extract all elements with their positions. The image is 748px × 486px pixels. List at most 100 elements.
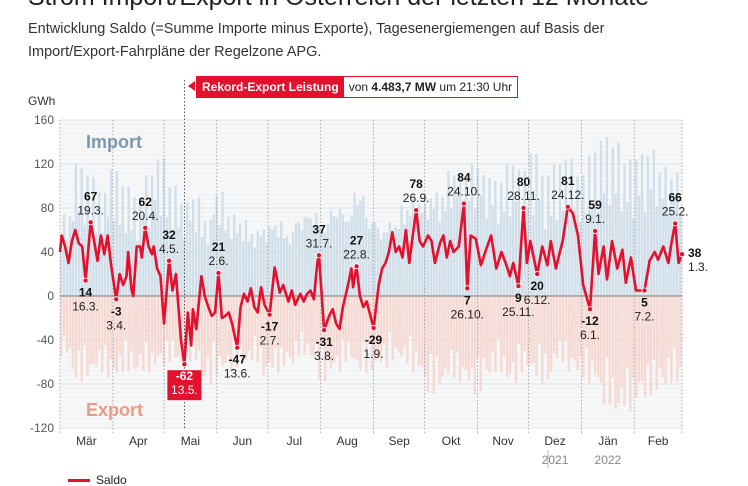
- export-bar: [511, 296, 515, 363]
- export-bar: [68, 296, 72, 350]
- export-bar: [297, 296, 300, 357]
- export-bar: [514, 296, 518, 384]
- export-bar: [567, 296, 570, 372]
- annotation-point: [592, 228, 599, 235]
- annotation-date: 26.10.: [451, 307, 484, 321]
- export-bar: [74, 296, 78, 378]
- export-bar: [661, 296, 664, 378]
- annotation-point: [586, 306, 593, 313]
- import-bar: [159, 215, 163, 296]
- export-bar: [532, 296, 535, 364]
- export-bar: [250, 296, 254, 360]
- import-bar: [259, 235, 262, 296]
- import-bar: [332, 216, 336, 296]
- export-bar: [294, 296, 298, 342]
- import-bar: [236, 233, 239, 296]
- annotation-date: 13.5.: [171, 383, 198, 397]
- export-bar: [561, 296, 565, 362]
- export-bar: [438, 296, 441, 385]
- export-bar: [523, 296, 526, 352]
- export-bar: [285, 296, 289, 353]
- record-suffix: um 21:30 Uhr: [436, 80, 513, 94]
- export-bar: [676, 296, 679, 382]
- export-bar: [591, 296, 594, 362]
- export-bar: [637, 296, 641, 383]
- import-bar: [602, 193, 606, 296]
- y-tick-label: 120: [34, 157, 54, 171]
- annotation-date: 1.3.: [688, 260, 708, 274]
- import-bar: [148, 227, 151, 296]
- annotation-point: [113, 296, 120, 303]
- annotation-point: [321, 327, 328, 334]
- export-bar: [461, 296, 465, 368]
- import-bar: [197, 197, 201, 296]
- export-bar: [388, 296, 391, 333]
- import-bar: [470, 164, 474, 296]
- chart-title: Strom Import/Export in Österreich der le…: [28, 0, 649, 12]
- annotation-value: 81: [561, 174, 575, 188]
- import-bar: [461, 214, 465, 296]
- export-bar: [247, 296, 251, 351]
- export-bar: [620, 296, 623, 388]
- export-bar: [200, 296, 204, 376]
- annotation-point: [266, 311, 273, 318]
- import-bar: [570, 158, 573, 296]
- year-label: 2021: [542, 453, 569, 467]
- export-bar: [60, 296, 63, 357]
- import-bar: [635, 159, 638, 296]
- import-bar: [435, 192, 438, 296]
- import-bar: [324, 232, 327, 296]
- export-bar: [520, 296, 523, 373]
- export-bar: [215, 296, 218, 375]
- export-bar: [541, 296, 544, 384]
- import-bar: [599, 140, 603, 296]
- export-bar: [649, 296, 653, 395]
- annotation-value: 78: [409, 177, 423, 191]
- export-bar: [664, 296, 667, 384]
- export-bar: [332, 296, 336, 363]
- import-bar: [177, 227, 180, 296]
- export-bar: [494, 296, 497, 372]
- export-bar: [253, 296, 256, 337]
- export-bar: [197, 296, 201, 351]
- import-bar: [306, 217, 309, 296]
- month-label: Mär: [76, 434, 97, 448]
- import-bar: [335, 217, 339, 296]
- export-bar: [673, 296, 676, 347]
- export-bar: [397, 296, 400, 353]
- export-bar: [356, 296, 359, 361]
- import-bar: [206, 245, 210, 296]
- export-bar: [121, 296, 124, 373]
- export-bar: [605, 296, 609, 358]
- export-bar: [303, 296, 306, 355]
- export-bar: [538, 296, 541, 345]
- import-bar: [268, 226, 271, 296]
- export-bar: [652, 296, 655, 360]
- record-label: Rekord-Export Leistung: [197, 77, 344, 97]
- annotation-value: 62: [139, 195, 153, 209]
- export-bar: [244, 296, 248, 360]
- import-bar: [508, 216, 512, 296]
- import-bar: [573, 209, 576, 296]
- import-bar: [453, 175, 456, 296]
- import-bar: [221, 192, 224, 296]
- annotation-date: 25.11.: [502, 305, 534, 319]
- export-bar: [127, 296, 130, 372]
- export-bar: [544, 296, 547, 353]
- legend-saldo-line: [68, 478, 90, 482]
- export-bar: [338, 296, 342, 372]
- import-bar: [130, 230, 133, 296]
- import-bar: [168, 187, 171, 296]
- export-bar: [256, 296, 259, 362]
- export-bar: [614, 296, 617, 409]
- legend-saldo-label: Saldo: [96, 473, 127, 486]
- export-bar: [315, 296, 318, 343]
- import-bar: [60, 250, 63, 296]
- import-bar: [549, 215, 553, 296]
- import-bar: [547, 175, 550, 296]
- import-bar: [121, 186, 124, 296]
- annotation-value: 80: [517, 175, 531, 189]
- export-bar: [344, 296, 347, 362]
- import-bar: [118, 225, 122, 296]
- import-bar: [300, 230, 303, 296]
